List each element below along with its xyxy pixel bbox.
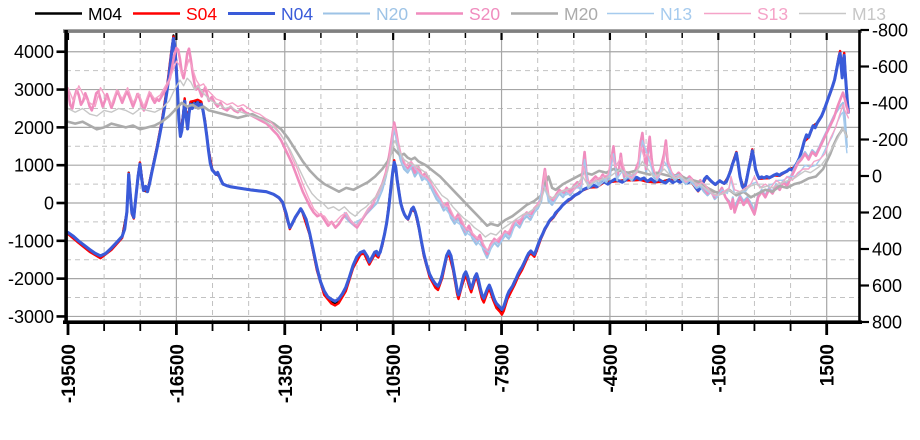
- left-axis-label: -2000: [8, 269, 54, 289]
- series-N04: [66, 36, 850, 312]
- legend-label: S20: [469, 4, 500, 24]
- legend-label: N20: [376, 4, 408, 24]
- right-axis-label: 200: [872, 203, 902, 223]
- right-axis-label: 0: [872, 167, 882, 187]
- left-axis-label: 4000: [14, 42, 54, 62]
- right-axis-label: 400: [872, 240, 902, 260]
- right-axis-label: 800: [872, 313, 902, 333]
- right-axis-line: [858, 30, 861, 323]
- left-axis-label: 3000: [14, 80, 54, 100]
- left-axis-label: -1000: [8, 231, 54, 251]
- right-axis-label: -600: [872, 57, 908, 77]
- legend-label: M13: [852, 4, 886, 24]
- top-axis-line: [63, 29, 862, 33]
- legend-item-N04: N04: [228, 4, 313, 24]
- legend-item-S13: S13: [704, 4, 788, 24]
- x-axis-label: 1500: [818, 344, 839, 386]
- right-axis-label: 600: [872, 276, 902, 296]
- legend: M04 S04 N04 N20 S20 M20 N13 S13 M13: [35, 4, 886, 24]
- left-axis-line: [64, 30, 68, 324]
- series-S13: [67, 58, 850, 252]
- legend-label: M04: [88, 4, 122, 24]
- data-series: [66, 34, 850, 316]
- legend-item-N20: N20: [323, 4, 408, 24]
- legend-item-S20: S20: [416, 4, 500, 24]
- legend-item-M13: M13: [799, 4, 886, 24]
- left-axis-label: 1000: [14, 156, 54, 176]
- right-axis-label: -200: [872, 130, 908, 150]
- x-axis-label: -19500: [59, 344, 80, 403]
- left-axis-label: 2000: [14, 118, 54, 138]
- legend-label: S13: [757, 4, 788, 24]
- left-axis-label: -3000: [8, 307, 54, 327]
- series-S20: [66, 46, 850, 256]
- series-M13: [67, 77, 848, 238]
- x-axis-label: -10500: [384, 344, 405, 403]
- legend-label: M20: [564, 4, 598, 24]
- legend-item-M20: M20: [511, 4, 598, 24]
- left-axis-label: 0: [44, 194, 54, 214]
- legend-item-S04: S04: [133, 4, 217, 24]
- legend-label: N13: [660, 4, 692, 24]
- legend-label: S04: [186, 4, 217, 24]
- series-S04: [66, 35, 850, 316]
- bottom-axis-line: [63, 320, 862, 324]
- legend-label: N04: [281, 4, 313, 24]
- right-axis-label: -400: [872, 94, 908, 114]
- x-axis-label: -16500: [167, 344, 188, 403]
- x-axis-label: -4500: [601, 344, 622, 393]
- legend-item-N13: N13: [607, 4, 692, 24]
- x-axis-label: -13500: [276, 344, 297, 403]
- right-axis-label: -800: [872, 21, 908, 41]
- x-axis-label: -1500: [709, 344, 730, 393]
- x-axis-label: -7500: [493, 344, 514, 393]
- legend-item-M04: M04: [35, 4, 122, 24]
